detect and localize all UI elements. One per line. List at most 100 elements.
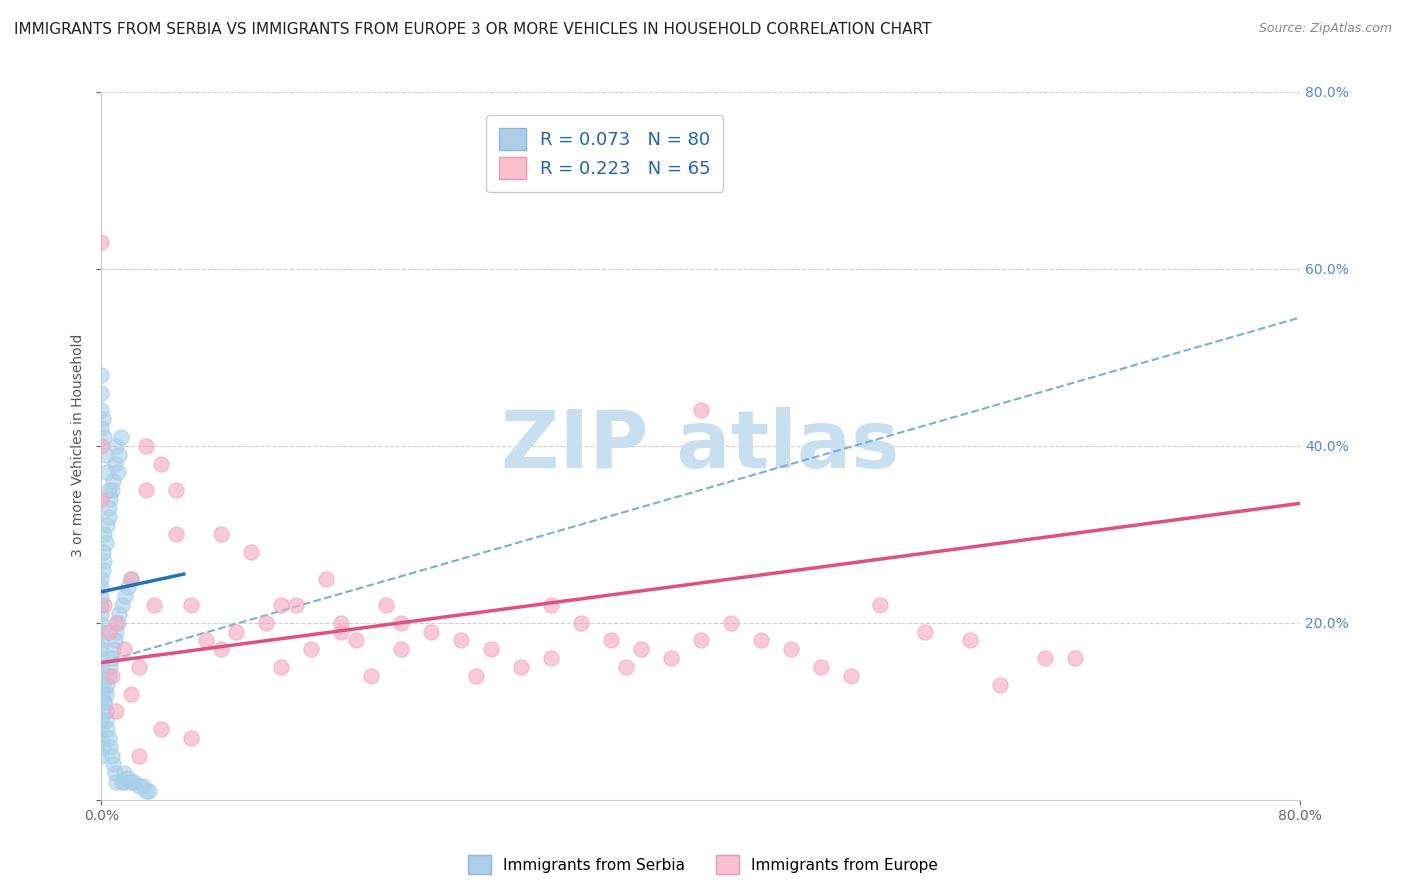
Point <box>135 483 157 497</box>
Point <box>94 448 117 462</box>
Point <box>97 731 120 745</box>
Point <box>132 780 155 794</box>
Point <box>689 403 711 417</box>
Point <box>96 518 118 533</box>
Point <box>988 678 1011 692</box>
Point <box>128 748 150 763</box>
Point <box>98 739 121 754</box>
Point <box>91 704 114 718</box>
Point <box>104 633 127 648</box>
Point <box>599 633 621 648</box>
Point <box>120 572 142 586</box>
Point <box>1064 651 1087 665</box>
Point <box>540 651 562 665</box>
Point <box>90 385 112 400</box>
Point <box>94 536 117 550</box>
Point <box>90 368 112 382</box>
Point <box>135 784 157 798</box>
Point <box>107 466 129 480</box>
Point <box>122 775 145 789</box>
Point <box>614 660 637 674</box>
Point <box>330 624 353 639</box>
Point <box>180 598 202 612</box>
Point <box>959 633 981 648</box>
Point <box>97 500 120 515</box>
Point <box>254 615 277 630</box>
Point <box>330 615 353 630</box>
Point <box>96 722 118 736</box>
Point <box>93 598 115 612</box>
Point <box>98 660 121 674</box>
Point <box>90 748 112 763</box>
Point <box>142 598 165 612</box>
Point <box>93 527 115 541</box>
Point <box>94 687 117 701</box>
Point <box>91 412 114 426</box>
Point <box>97 624 120 639</box>
Point <box>90 633 112 648</box>
Point <box>91 739 114 754</box>
Point <box>90 598 112 612</box>
Point <box>240 545 263 559</box>
Point <box>90 439 112 453</box>
Point <box>374 598 396 612</box>
Point <box>225 624 247 639</box>
Point <box>195 633 218 648</box>
Point <box>103 642 125 657</box>
Point <box>270 598 292 612</box>
Point <box>105 624 128 639</box>
Point <box>103 757 125 772</box>
Point <box>464 669 486 683</box>
Point <box>138 784 160 798</box>
Point <box>98 491 121 506</box>
Point <box>90 660 112 674</box>
Point <box>111 775 134 789</box>
Point <box>90 731 112 745</box>
Point <box>112 642 135 657</box>
Y-axis label: 3 or more Vehicles in Household: 3 or more Vehicles in Household <box>72 334 86 558</box>
Point <box>135 439 157 453</box>
Point <box>100 748 122 763</box>
Legend: Immigrants from Serbia, Immigrants from Europe: Immigrants from Serbia, Immigrants from … <box>463 849 943 880</box>
Point <box>97 483 120 497</box>
Point <box>100 669 122 683</box>
Point <box>93 554 115 568</box>
Point <box>105 615 128 630</box>
Point <box>96 678 118 692</box>
Point <box>90 572 112 586</box>
Point <box>107 615 129 630</box>
Point <box>120 572 142 586</box>
Point <box>112 766 135 780</box>
Point <box>389 615 412 630</box>
Point <box>419 624 441 639</box>
Point <box>93 430 115 444</box>
Point <box>150 457 173 471</box>
Point <box>114 589 136 603</box>
Point <box>479 642 502 657</box>
Point <box>104 457 127 471</box>
Point <box>97 669 120 683</box>
Point <box>128 660 150 674</box>
Point <box>209 642 232 657</box>
Point <box>90 722 112 736</box>
Point <box>285 598 308 612</box>
Point <box>128 780 150 794</box>
Point <box>94 713 117 727</box>
Point <box>111 598 134 612</box>
Point <box>120 687 142 701</box>
Point <box>105 775 128 789</box>
Point <box>90 491 112 506</box>
Point <box>103 474 125 488</box>
Point <box>110 430 132 444</box>
Point <box>389 642 412 657</box>
Point <box>209 527 232 541</box>
Point <box>90 589 112 603</box>
Point <box>90 403 112 417</box>
Point <box>450 633 472 648</box>
Point <box>90 421 112 435</box>
Point <box>117 771 139 785</box>
Point <box>165 483 187 497</box>
Point <box>100 483 122 497</box>
Point <box>114 775 136 789</box>
Point <box>90 651 112 665</box>
